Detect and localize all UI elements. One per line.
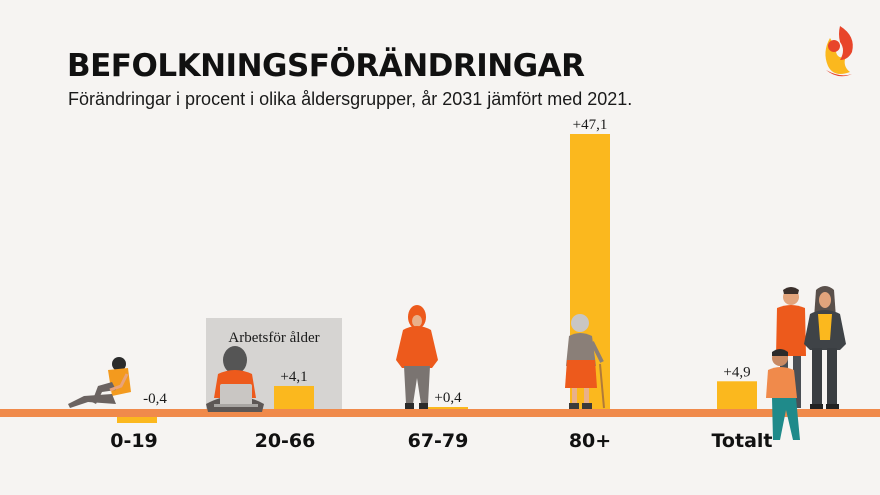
category-label-80+: 80+ — [569, 430, 611, 452]
category-label-20-66: 20-66 — [255, 430, 316, 452]
bar-0-19 — [117, 412, 157, 423]
value-labels-group: -0,4 +4,1 +0,4 +47,1 +4,9 — [143, 117, 750, 407]
category-labels-group: 0-19 20-66 67-79 80+ Totalt — [110, 430, 772, 452]
adult-with-laptop-icon — [206, 346, 264, 412]
value-label-totalt: +4,9 — [723, 364, 750, 380]
category-label-67-79: 67-79 — [408, 430, 469, 452]
family-group-icon — [766, 286, 846, 440]
bar-67-79 — [428, 407, 468, 410]
flame-crest-icon — [825, 26, 853, 77]
value-label-67-79: +0,4 — [434, 390, 462, 406]
category-label-0-19: 0-19 — [110, 430, 158, 452]
bar-20-66 — [274, 385, 314, 410]
child-sitting-icon — [68, 357, 131, 408]
chart-title: BEFOLKNINGSFÖRÄNDRINGAR — [67, 48, 585, 84]
value-label-0-19: -0,4 — [143, 391, 167, 407]
category-label-totalt: Totalt — [712, 430, 773, 452]
bar-totalt — [717, 381, 757, 410]
value-label-20-66: +4,1 — [280, 369, 307, 385]
chart-subtitle: Förändringar i procent i olika åldersgru… — [68, 89, 633, 109]
baseline — [0, 409, 880, 417]
value-label-80+: +47,1 — [573, 117, 608, 133]
woman-headscarf-icon — [396, 305, 438, 409]
highlight-label: Arbetsför ålder — [228, 330, 319, 346]
elderly-woman-cane-icon — [565, 314, 605, 409]
